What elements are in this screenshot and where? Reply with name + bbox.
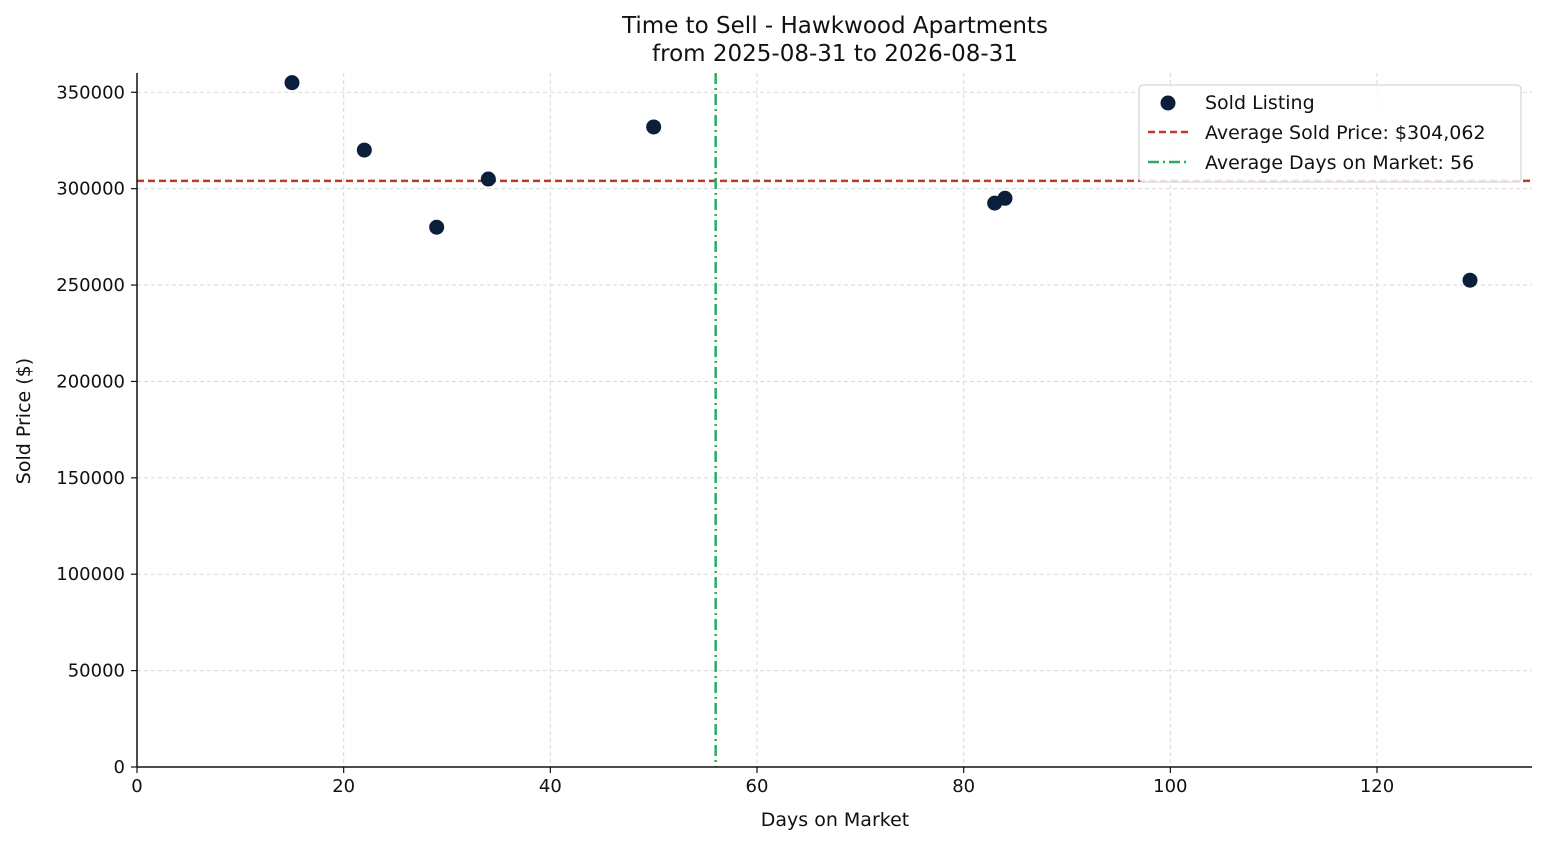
y-tick-label: 150000 <box>56 468 125 489</box>
legend-box <box>1138 84 1522 183</box>
data-point <box>356 142 372 158</box>
reference-lines-layer <box>137 73 1532 767</box>
x-tick-label: 120 <box>1360 776 1394 797</box>
tick-layer: 0 20 40 60 80 100 120 0 50000 100000 150000 200000 2… <box>56 82 1394 797</box>
legend-label-avg-price: Average Sold Price: $304,062 <box>1205 122 1486 144</box>
data-point <box>997 190 1013 206</box>
legend-marker-sold-listing <box>1160 95 1176 111</box>
x-tick-label: 40 <box>539 776 562 797</box>
legend-label-avg-days: Average Days on Market: 56 <box>1205 152 1474 174</box>
points-layer <box>284 75 1478 288</box>
y-tick-label: 350000 <box>56 82 125 103</box>
y-axis-label: Sold Price ($) <box>13 358 35 484</box>
y-tick-label: 250000 <box>56 275 125 296</box>
chart-title: Time to Sell - Hawkwood Apartments <box>621 13 1048 39</box>
y-tick-label: 0 <box>114 757 125 778</box>
x-tick-label: 20 <box>332 776 355 797</box>
legend-label-sold-listing: Sold Listing <box>1205 92 1315 114</box>
data-point <box>284 75 300 91</box>
x-axis-label: Days on Market <box>761 809 909 831</box>
data-point <box>480 171 496 187</box>
x-tick-label: 100 <box>1153 776 1187 797</box>
chart-subtitle: from 2025-08-31 to 2026-08-31 <box>652 41 1018 67</box>
x-tick-label: 0 <box>131 776 142 797</box>
y-tick-label: 100000 <box>56 564 125 585</box>
y-tick-label: 300000 <box>56 179 125 200</box>
data-point <box>646 119 662 135</box>
y-tick-label: 50000 <box>68 661 125 682</box>
x-tick-label: 60 <box>746 776 769 797</box>
x-tick-label: 80 <box>952 776 975 797</box>
data-point <box>429 219 445 235</box>
legend: Sold Listing Average Sold Price: $304,06… <box>1138 84 1522 183</box>
data-point <box>1462 272 1478 288</box>
y-tick-label: 200000 <box>56 371 125 392</box>
